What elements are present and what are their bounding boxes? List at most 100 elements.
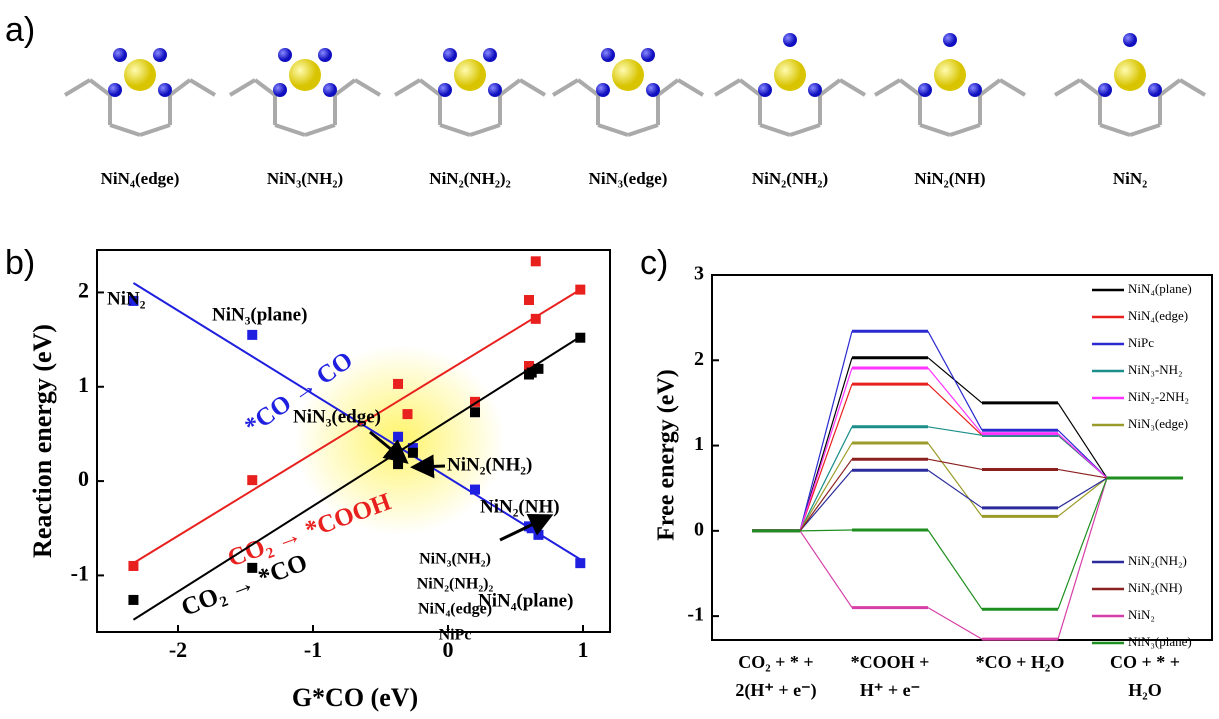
bond — [420, 80, 440, 95]
legend-label: NiPc — [1128, 335, 1154, 350]
bond — [140, 125, 170, 135]
bond — [395, 80, 420, 95]
ni-atom — [934, 59, 966, 91]
point — [408, 448, 418, 458]
bond — [440, 125, 470, 135]
x-tick-label: *CO + H₂O — [976, 652, 1065, 672]
point — [393, 379, 403, 389]
bond — [1100, 125, 1130, 135]
bond — [553, 80, 578, 95]
n-atom — [438, 83, 452, 97]
point — [393, 459, 403, 469]
bond — [1080, 80, 1100, 95]
ni-atom — [289, 59, 321, 91]
bond — [335, 80, 355, 95]
n-atom — [1098, 83, 1112, 97]
point — [575, 558, 585, 568]
legend-label: NiN₃(plane) — [1128, 634, 1192, 649]
annotation: NiN₄(plane) — [478, 590, 573, 611]
legend-label: NiN₂(NH) — [1128, 580, 1182, 595]
ni-atom — [1114, 59, 1146, 91]
bond — [760, 125, 790, 135]
point — [247, 330, 257, 340]
n-atom — [278, 48, 292, 62]
bond — [1130, 125, 1160, 135]
bond — [875, 80, 900, 95]
legend-label: NiN₄(edge) — [1128, 308, 1188, 323]
panel-label: c) — [640, 244, 668, 282]
annotation: NiN₃(NH₂) — [419, 551, 491, 568]
n-atom — [943, 33, 957, 47]
n-atom — [488, 83, 502, 97]
y-tick-label: 0 — [694, 518, 704, 540]
y-tick-label: 1 — [694, 433, 704, 455]
structure-icon — [875, 33, 1025, 135]
connector — [928, 470, 982, 508]
bond — [598, 125, 628, 135]
n-atom — [273, 83, 287, 97]
bond — [355, 80, 380, 95]
y-tick-label: 2 — [78, 277, 89, 302]
bond — [678, 80, 703, 95]
legend-label: NiN₃(edge) — [1128, 416, 1188, 431]
bond — [65, 80, 90, 95]
legend-label: NiN₂ — [1128, 607, 1155, 622]
figure: a) b) c) NiN₄(edge)NiN₃(NH₂)NiN₂(NH₂)₂Ni… — [0, 0, 1219, 719]
point — [531, 256, 541, 266]
structure-label: NiN₃(NH₂) — [267, 169, 343, 188]
structure-icon — [395, 48, 545, 135]
n-atom — [641, 48, 655, 62]
n-atom — [601, 48, 615, 62]
connector — [928, 459, 982, 469]
bond — [740, 80, 760, 95]
x-tick-label: CO + * + — [1110, 652, 1180, 672]
point — [393, 432, 403, 442]
bond — [90, 80, 110, 95]
bond — [920, 125, 950, 135]
bond — [1160, 80, 1180, 95]
connector — [800, 384, 852, 531]
n-atom — [108, 83, 122, 97]
x-axis-label: G*CO (eV) — [292, 683, 418, 712]
connector — [928, 443, 982, 516]
y-tick-label: -1 — [71, 560, 89, 585]
n-atom — [808, 83, 822, 97]
bond — [110, 125, 140, 135]
point — [247, 475, 257, 485]
connector — [800, 530, 852, 531]
point — [470, 407, 480, 417]
structure-icon — [65, 48, 215, 135]
bond — [715, 80, 740, 95]
arrow — [416, 466, 445, 467]
legend-label: NiN₄(plane) — [1128, 281, 1192, 296]
connector — [928, 368, 982, 434]
y-tick-label: -1 — [687, 604, 704, 626]
ni-atom — [612, 59, 644, 91]
x-tick-label: 2(H⁺ + e⁻) — [735, 680, 816, 701]
panel-label: a) — [5, 11, 35, 49]
bond — [170, 80, 190, 95]
legend-label: NiN₂-2NH₂ — [1128, 389, 1189, 404]
structure-icon — [230, 48, 380, 135]
point — [128, 595, 138, 605]
y-tick-label: 2 — [694, 348, 704, 370]
n-atom — [1148, 83, 1162, 97]
n-atom — [758, 83, 772, 97]
connector — [928, 331, 982, 430]
x-tick-label: -1 — [304, 637, 322, 662]
legend-label: NiN₃-NH₂ — [1128, 362, 1183, 377]
bond — [1055, 80, 1080, 95]
panel-label: b) — [5, 244, 35, 282]
point — [531, 314, 541, 324]
bond — [628, 125, 658, 135]
ni-atom — [774, 59, 806, 91]
y-tick-label: 3 — [694, 263, 704, 285]
y-tick-label: 0 — [78, 466, 89, 491]
x-tick-label: 1 — [578, 637, 589, 662]
x-tick-label: CO₂ + * + — [738, 652, 813, 672]
point — [533, 364, 543, 374]
structure-label: NiN₂(NH₂) — [752, 169, 828, 188]
point — [128, 561, 138, 571]
bond — [275, 125, 305, 135]
structure-label: NiN₂(NH) — [914, 169, 985, 188]
